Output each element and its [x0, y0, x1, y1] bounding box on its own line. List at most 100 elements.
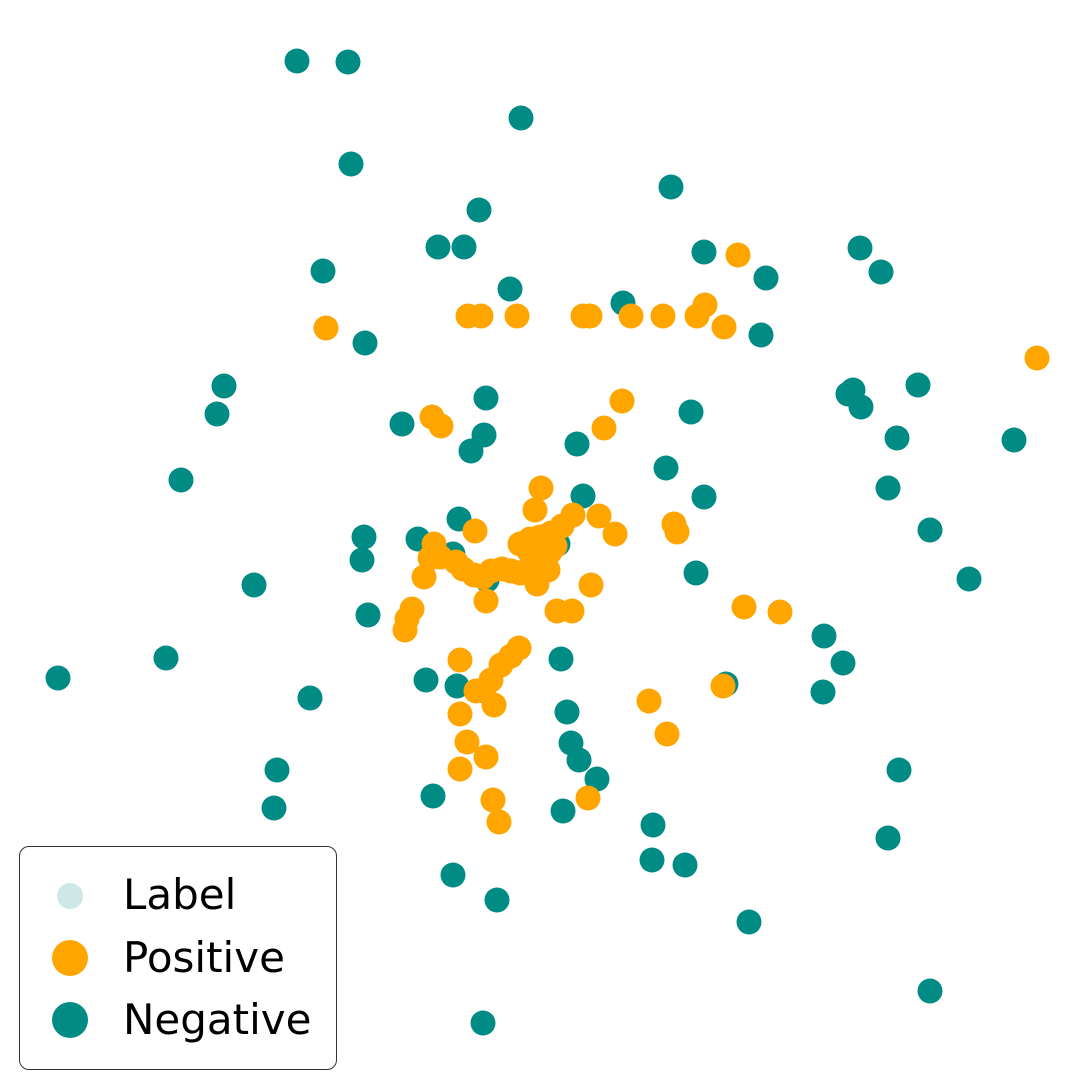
- negative-point-24: [389, 411, 415, 437]
- positive-point-10: [692, 292, 718, 318]
- positive-point-71: [454, 729, 480, 755]
- legend: Label Positive Negative: [19, 846, 337, 1070]
- positive-point-18: [522, 497, 548, 523]
- series-negative: [45, 48, 1027, 1036]
- negative-point-48: [811, 623, 837, 649]
- negative-point-68: [875, 825, 901, 851]
- positive-point-70: [654, 721, 680, 747]
- positive-point-67: [481, 692, 507, 718]
- legend-title: Label: [123, 870, 237, 919]
- positive-point-7: [618, 303, 644, 329]
- negative-point-7: [451, 234, 477, 260]
- negative-point-49: [830, 650, 856, 676]
- negative-point-53: [413, 667, 439, 693]
- positive-point-55: [767, 599, 793, 625]
- positive-point-23: [664, 519, 690, 545]
- positive-point-69: [710, 673, 736, 699]
- negative-point-74: [917, 978, 943, 1004]
- negative-point-73: [736, 909, 762, 935]
- negative-point-3: [338, 151, 364, 177]
- negative-point-25: [678, 399, 704, 425]
- negative-point-27: [884, 425, 910, 451]
- positive-point-68: [447, 701, 473, 727]
- negative-point-10: [310, 258, 336, 284]
- legend-negative-marker: [52, 1002, 88, 1038]
- legend-positive-marker: [52, 940, 88, 976]
- negative-point-60: [566, 747, 592, 773]
- legend-title-row: Label: [20, 867, 338, 923]
- negative-point-75: [470, 1010, 496, 1036]
- negative-point-38: [351, 524, 377, 550]
- negative-point-58: [554, 699, 580, 725]
- negative-point-4: [658, 174, 684, 200]
- negative-point-45: [956, 566, 982, 592]
- positive-point-15: [428, 413, 454, 439]
- legend-title-marker: [57, 883, 83, 909]
- negative-point-72: [484, 887, 510, 913]
- negative-point-35: [691, 484, 717, 510]
- negative-point-23: [848, 394, 874, 420]
- negative-point-37: [917, 517, 943, 543]
- negative-point-0: [284, 48, 310, 74]
- negative-point-15: [748, 322, 774, 348]
- negative-point-64: [420, 783, 446, 809]
- positive-point-54: [731, 594, 757, 620]
- negative-point-44: [683, 560, 709, 586]
- positive-point-36: [417, 545, 443, 571]
- negative-point-13: [497, 276, 523, 302]
- positive-point-58: [392, 617, 418, 643]
- negative-point-42: [349, 547, 375, 573]
- negative-point-50: [153, 645, 179, 671]
- positive-point-75: [575, 785, 601, 811]
- negative-point-20: [905, 372, 931, 398]
- negative-point-28: [1001, 427, 1027, 453]
- negative-point-67: [640, 812, 666, 838]
- negative-point-16: [352, 330, 378, 356]
- negative-point-66: [550, 798, 576, 824]
- positive-point-12: [1024, 345, 1050, 371]
- positive-point-49: [524, 571, 550, 597]
- positive-point-11: [711, 314, 737, 340]
- positive-point-65: [463, 678, 489, 704]
- positive-point-33: [542, 533, 568, 559]
- positive-point-4: [504, 303, 530, 329]
- negative-point-69: [639, 847, 665, 873]
- positive-point-74: [480, 787, 506, 813]
- positive-point-53: [559, 598, 585, 624]
- positive-point-8: [650, 303, 676, 329]
- negative-point-6: [425, 234, 451, 260]
- positive-point-51: [473, 588, 499, 614]
- positive-point-61: [447, 647, 473, 673]
- negative-point-32: [168, 467, 194, 493]
- negative-point-71: [440, 862, 466, 888]
- negative-point-9: [847, 235, 873, 261]
- positive-point-17: [528, 475, 554, 501]
- legend-negative-label: Negative: [123, 995, 312, 1044]
- positive-point-76: [486, 809, 512, 835]
- positive-point-6: [577, 303, 603, 329]
- positive-point-73: [447, 756, 473, 782]
- negative-point-63: [584, 766, 610, 792]
- positive-point-1: [313, 315, 339, 341]
- negative-point-5: [466, 197, 492, 223]
- negative-point-65: [261, 795, 287, 821]
- legend-positive-label: Positive: [123, 933, 285, 982]
- negative-point-30: [458, 438, 484, 464]
- positive-point-72: [473, 744, 499, 770]
- positive-point-50: [578, 572, 604, 598]
- legend-item-positive: Positive: [20, 930, 338, 986]
- negative-point-70: [672, 852, 698, 878]
- legend-item-negative: Negative: [20, 992, 338, 1048]
- negative-point-22: [473, 385, 499, 411]
- negative-point-54: [444, 673, 470, 699]
- negative-point-46: [241, 572, 267, 598]
- negative-point-34: [570, 483, 596, 509]
- positive-point-16: [591, 415, 617, 441]
- negative-point-52: [548, 646, 574, 672]
- negative-point-11: [868, 259, 894, 285]
- positive-point-66: [636, 688, 662, 714]
- negative-point-21: [204, 401, 230, 427]
- positive-point-0: [725, 242, 751, 268]
- negative-point-31: [653, 455, 679, 481]
